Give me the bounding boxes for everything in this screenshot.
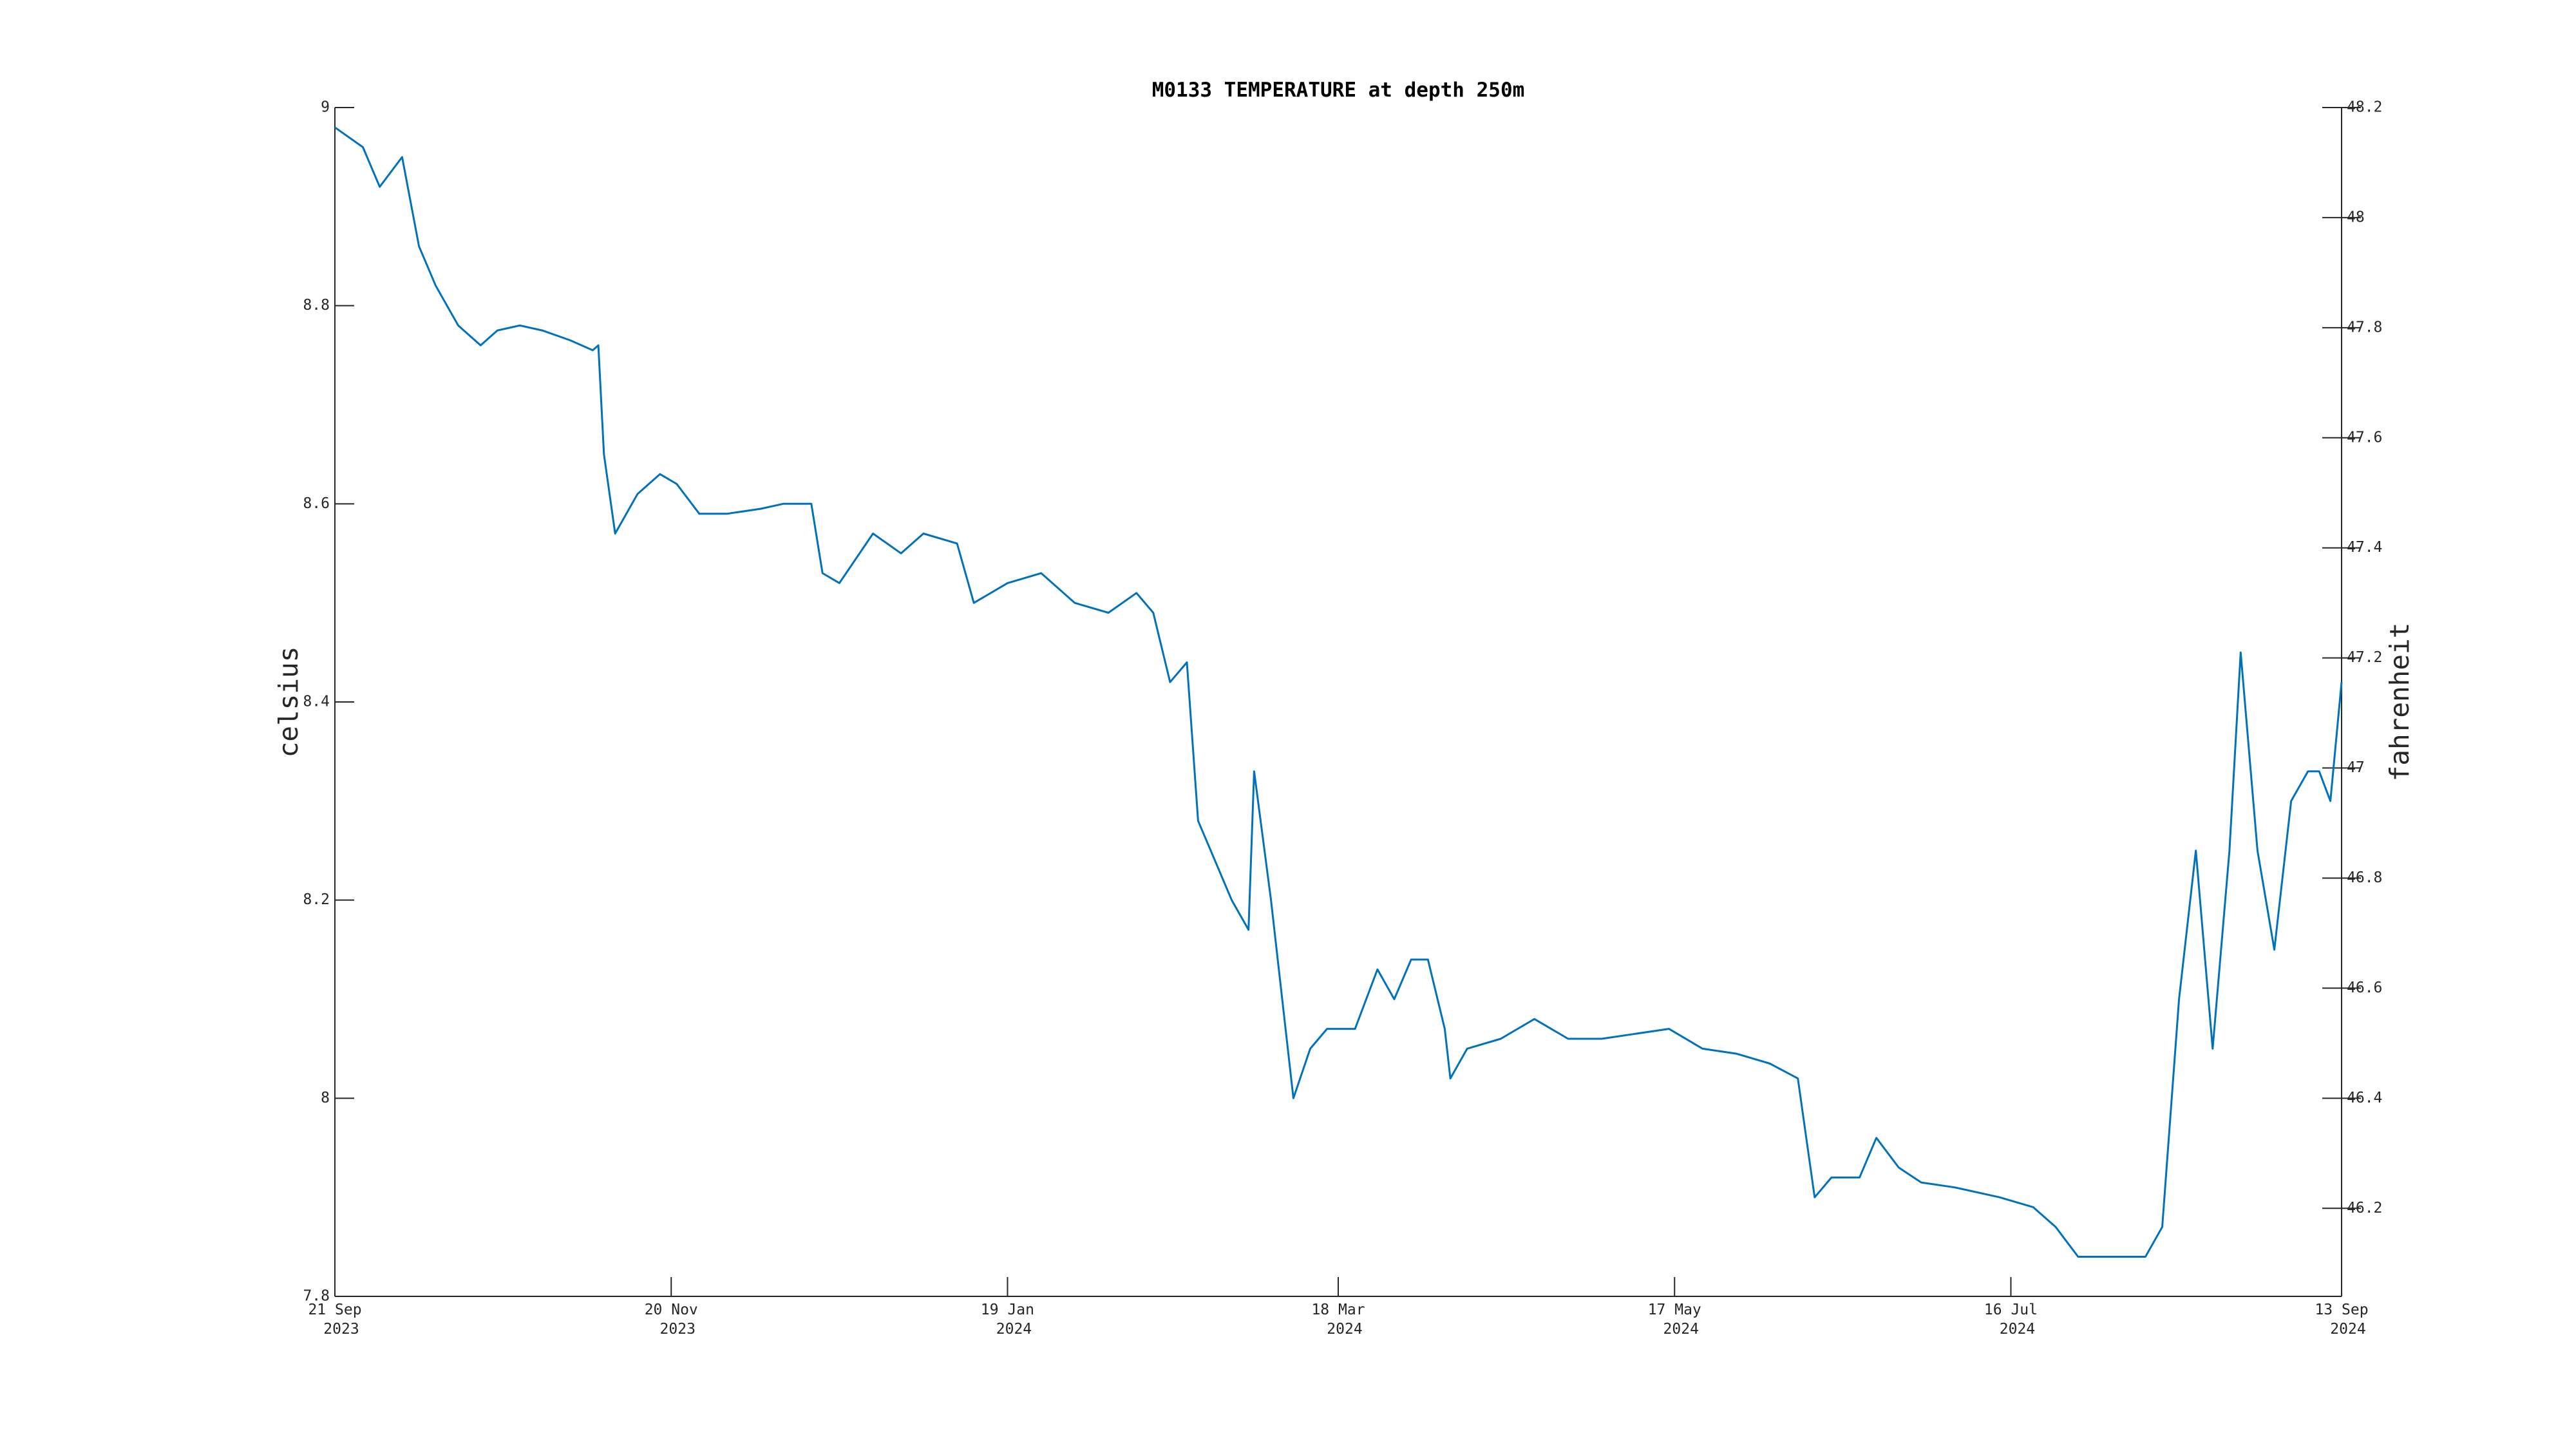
x-tick-label: 2024 <box>996 1321 1032 1338</box>
x-tick-label: 2024 <box>2000 1321 2035 1338</box>
x-tick-label: 2024 <box>1663 1321 1699 1338</box>
x-tick-label: 18 Mar <box>1311 1302 1365 1318</box>
x-tick-label: 2024 <box>1327 1321 1362 1338</box>
y2-axis-label: fahrenheit <box>2384 623 2415 782</box>
y-tick-label: 8.6 <box>303 495 330 512</box>
y-tick-label: 9 <box>321 99 330 116</box>
y-tick-label: 7.8 <box>303 1288 330 1305</box>
y2-tick-label: 47.8 <box>2347 319 2382 336</box>
y-tick-label: 8.2 <box>303 891 330 908</box>
x-tick-label: 2023 <box>660 1321 696 1338</box>
x-tick-label: 13 Sep <box>2315 1302 2368 1318</box>
x-tick-label: 2024 <box>2330 1321 2365 1338</box>
y-tick-label: 8.4 <box>303 694 330 710</box>
y2-tick-label: 46.4 <box>2347 1090 2382 1106</box>
y2-tick-label: 48 <box>2347 209 2365 225</box>
y2-tick-label: 48.2 <box>2347 99 2382 116</box>
y-tick-label: 8.8 <box>303 297 330 314</box>
chart-title: M0133 TEMPERATURE at depth 250m <box>1152 79 1525 102</box>
x-tick-label: 16 Jul <box>1984 1302 2038 1318</box>
y2-tick-label: 47.2 <box>2347 649 2382 666</box>
y2-tick-label: 47.4 <box>2347 539 2382 556</box>
y2-tick-label: 47 <box>2347 759 2365 776</box>
y2-tick-label: 46.8 <box>2347 869 2382 886</box>
y-tick-label: 8 <box>321 1090 330 1106</box>
y-axis-label: celsius <box>273 647 304 758</box>
y2-tick-label: 46.2 <box>2347 1200 2382 1217</box>
y2-tick-label: 46.6 <box>2347 980 2382 996</box>
y2-tick-label: 47.6 <box>2347 429 2382 446</box>
data-line <box>334 126 2343 1258</box>
x-tick-label: 17 May <box>1648 1302 1701 1318</box>
x-tick-label: 2023 <box>323 1321 359 1338</box>
x-tick-label: 19 Jan <box>981 1302 1034 1318</box>
x-tick-label: 21 Sep <box>308 1302 361 1318</box>
x-tick-label: 20 Nov <box>645 1302 698 1318</box>
